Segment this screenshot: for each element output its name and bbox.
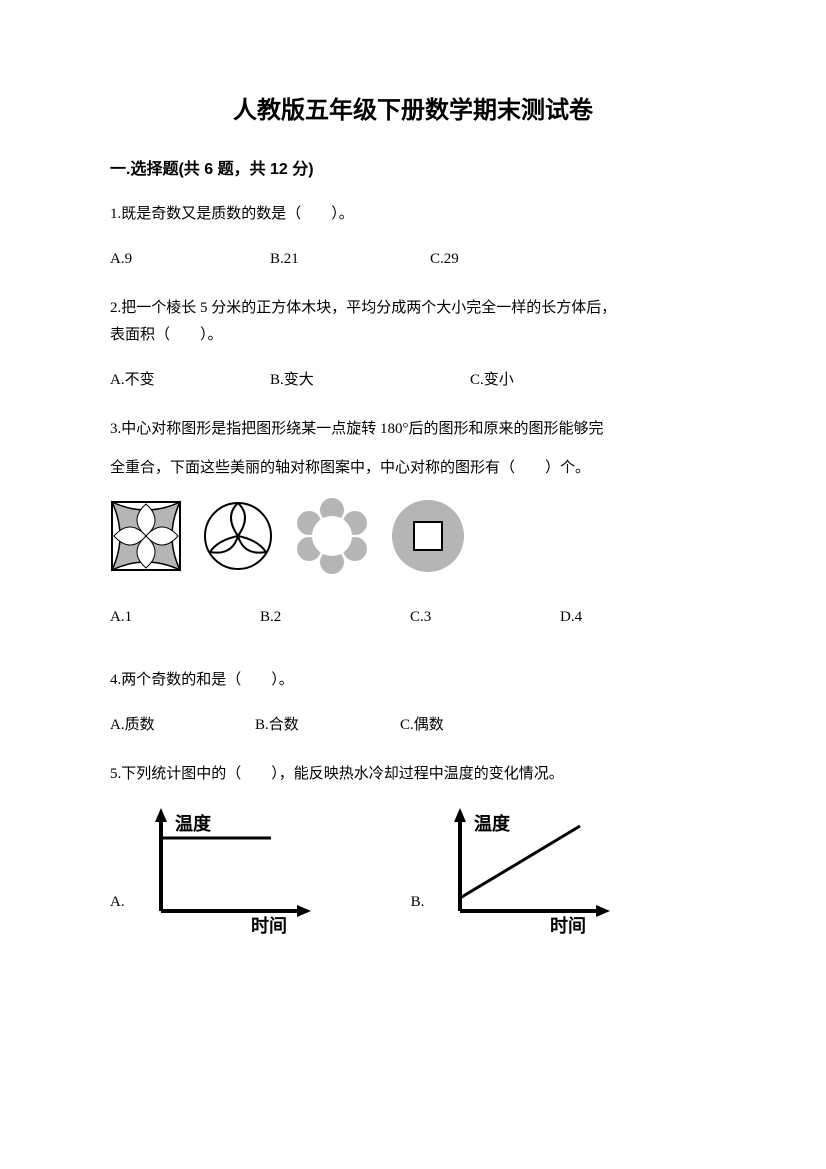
- question-3: 3.中心对称图形是指把图形绕某一点旋转 180°后的图形和原来的图形能够完 全重…: [110, 416, 716, 631]
- q1-options: A.9 B.21 C.29: [110, 246, 716, 273]
- q1-text: 1.既是奇数又是质数的数是（ ）。: [110, 201, 716, 228]
- q4-options: A.质数 B.合数 C.偶数: [110, 712, 716, 739]
- chart-a-icon: 温度 时间: [131, 806, 321, 936]
- q2-text-line2: 表面积（ ）。: [110, 322, 716, 349]
- q3-options: A.1 B.2 C.3 D.4: [110, 604, 716, 631]
- q1-option-a: A.9: [110, 246, 270, 273]
- q4-text: 4.两个奇数的和是（ ）。: [110, 667, 716, 694]
- q3-option-d: D.4: [560, 604, 710, 631]
- chart-a-ylabel: 温度: [175, 813, 212, 834]
- q4-option-a: A.质数: [110, 712, 255, 739]
- q4-option-b: B.合数: [255, 712, 400, 739]
- q5-chart-b-block: B. 温度 时间: [411, 806, 621, 936]
- page-title: 人教版五年级下册数学期末测试卷: [110, 90, 716, 125]
- q5-charts: A. 温度 时间 B. 温度 时间: [110, 806, 716, 936]
- chart-b-ylabel: 温度: [474, 813, 511, 834]
- chart-b-icon: 温度 时间: [430, 806, 620, 936]
- q5-option-b: B.: [411, 889, 425, 936]
- section-header: 一.选择题(共 6 题，共 12 分): [110, 155, 716, 179]
- chart-a-xlabel: 时间: [251, 916, 287, 936]
- q5-option-a: A.: [110, 889, 125, 936]
- pattern-3-icon: [294, 498, 370, 574]
- question-4: 4.两个奇数的和是（ ）。 A.质数 B.合数 C.偶数: [110, 667, 716, 739]
- q3-option-b: B.2: [260, 604, 410, 631]
- q4-option-c: C.偶数: [400, 712, 545, 739]
- question-1: 1.既是奇数又是质数的数是（ ）。 A.9 B.21 C.29: [110, 201, 716, 273]
- q2-text-line1: 2.把一个棱长 5 分米的正方体木块，平均分成两个大小完全一样的长方体后，: [110, 295, 716, 322]
- pattern-1-icon: [110, 500, 182, 572]
- q3-text-line2: 全重合，下面这些美丽的轴对称图案中，中心对称的图形有（ ）个。: [110, 455, 716, 482]
- question-5: 5.下列统计图中的（ ），能反映热水冷却过程中温度的变化情况。 A. 温度 时间…: [110, 761, 716, 936]
- q2-option-b: B.变大: [270, 367, 470, 394]
- pattern-2-icon: [202, 500, 274, 572]
- q5-chart-a-block: A. 温度 时间: [110, 806, 321, 936]
- q3-option-c: C.3: [410, 604, 560, 631]
- q2-options: A.不变 B.变大 C.变小: [110, 367, 716, 394]
- question-2: 2.把一个棱长 5 分米的正方体木块，平均分成两个大小完全一样的长方体后， 表面…: [110, 295, 716, 394]
- q3-text-line1: 3.中心对称图形是指把图形绕某一点旋转 180°后的图形和原来的图形能够完: [110, 416, 716, 443]
- q2-option-a: A.不变: [110, 367, 270, 394]
- q1-option-c: C.29: [430, 246, 590, 273]
- chart-b-xlabel: 时间: [550, 916, 586, 936]
- q1-option-b: B.21: [270, 246, 430, 273]
- q3-option-a: A.1: [110, 604, 260, 631]
- q2-option-c: C.变小: [470, 367, 514, 394]
- pattern-4-icon: [390, 498, 466, 574]
- q5-text: 5.下列统计图中的（ ），能反映热水冷却过程中温度的变化情况。: [110, 761, 716, 788]
- q3-patterns: [110, 498, 716, 574]
